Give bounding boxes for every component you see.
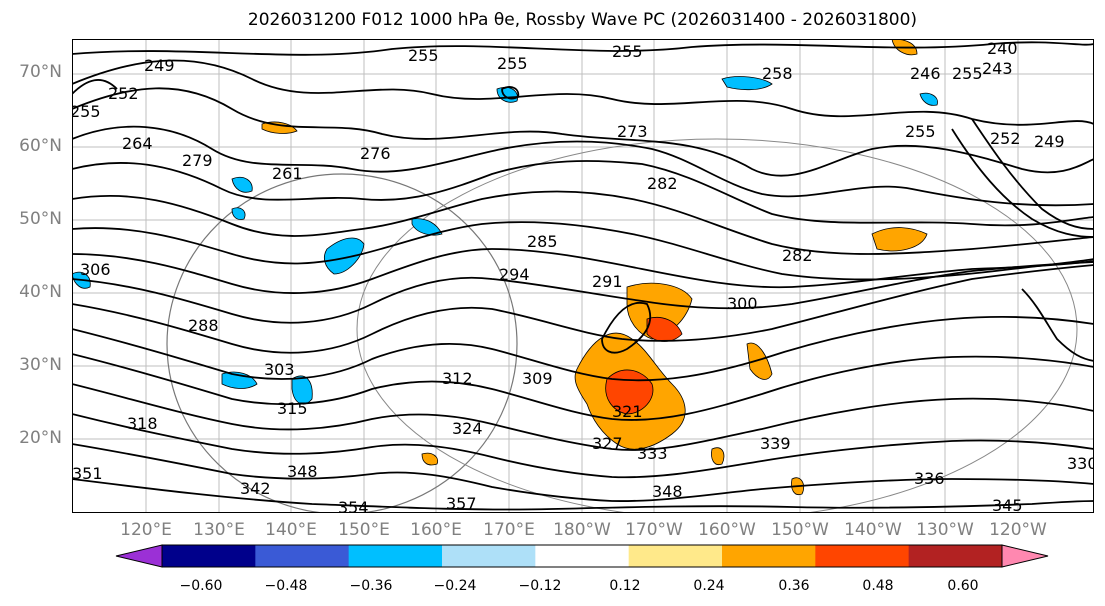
colorbar-bin — [628, 545, 723, 567]
contour-label: 255 — [905, 122, 936, 141]
lat-label-40n: 40°N — [19, 282, 62, 302]
contour-label: 282 — [782, 246, 813, 265]
contour-label: 348 — [652, 482, 683, 501]
colorbar-bin — [348, 545, 443, 567]
contour-label: 306 — [80, 260, 111, 279]
lat-label-70n: 70°N — [19, 62, 62, 82]
colorbar-bin — [535, 545, 630, 567]
contour-label: 336 — [914, 469, 945, 488]
colorbar-bin — [815, 545, 910, 567]
contour-label: 258 — [762, 64, 793, 83]
colorbar-tick-label: 0.24 — [693, 578, 725, 594]
lon-label-180w: 180°W — [553, 520, 611, 540]
contour-label: 312 — [442, 369, 473, 388]
contour-label: 285 — [527, 232, 558, 251]
colorbar-tick-label: 0.12 — [609, 578, 641, 594]
contour-label: 252 — [990, 129, 1021, 148]
contour-label: 255 — [408, 46, 439, 65]
colorbar-tick-label: 0.60 — [947, 578, 979, 594]
lon-label-160w: 160°W — [698, 520, 756, 540]
lon-label-160e: 160°E — [410, 520, 462, 540]
colorbar-tick-label: −0.36 — [349, 578, 393, 594]
contour-label: 354 — [338, 498, 369, 513]
contour-label: 315 — [277, 399, 308, 418]
contour-label: 240 — [987, 39, 1018, 58]
lon-label-150w: 150°W — [771, 520, 829, 540]
contour-label: 255 — [612, 42, 643, 61]
contour-label: 246 — [910, 64, 941, 83]
contour-label: 327 — [592, 434, 623, 453]
colorbar-bin — [908, 545, 1003, 567]
lon-label-150e: 150°E — [338, 520, 390, 540]
contour-label: 243 — [982, 59, 1013, 78]
lat-label-50n: 50°N — [19, 209, 62, 229]
map-frame — [72, 39, 1094, 513]
contour-label: 252 — [108, 84, 139, 103]
contour-label: 255 — [497, 54, 528, 73]
positive-anomaly-shading — [261, 39, 928, 496]
lon-label-120e: 120°E — [120, 520, 172, 540]
contour-label: 288 — [188, 316, 219, 335]
contour-label: 255 — [72, 102, 101, 121]
lon-label-170e: 170°E — [483, 520, 535, 540]
colorbar-tick-label: −0.60 — [179, 578, 223, 594]
contour-label: 309 — [522, 369, 553, 388]
colorbar-tick-label: 0.48 — [862, 578, 894, 594]
contour-label: 351 — [72, 464, 103, 483]
contour-label: 330 — [1067, 454, 1094, 473]
contour-label: 324 — [452, 419, 483, 438]
lat-label-60n: 60°N — [19, 136, 62, 156]
colorbar-bin — [722, 545, 816, 567]
lon-label-130w: 130°W — [916, 520, 974, 540]
theta-e-contours — [72, 41, 1094, 511]
lon-label-170w: 170°W — [625, 520, 683, 540]
contour-label: 318 — [127, 414, 158, 433]
colorbar — [115, 544, 1049, 568]
map-title: 2026031200 F012 1000 hPa θe, Rossby Wave… — [247, 10, 918, 30]
map-background — [72, 39, 1094, 513]
colorbar-extend-max — [1001, 544, 1049, 568]
lon-label-120w: 120°W — [989, 520, 1047, 540]
contour-label: 249 — [144, 56, 175, 75]
lon-label-140w: 140°W — [844, 520, 902, 540]
contour-label: 291 — [592, 272, 623, 291]
contour-label: 273 — [617, 122, 648, 141]
contour-label: 282 — [647, 174, 678, 193]
colorbar-tick-label: −0.48 — [264, 578, 308, 594]
map-panel: 255 255 255 249 252 255 264 279 261 276 … — [72, 39, 1094, 513]
colorbar-frame — [161, 544, 1003, 568]
contour-label: 345 — [992, 496, 1023, 513]
lat-label-30n: 30°N — [19, 355, 62, 375]
contour-label: 294 — [499, 265, 530, 284]
contour-label: 348 — [287, 462, 318, 481]
contour-label: 357 — [446, 494, 477, 513]
contour-label: 303 — [264, 360, 295, 379]
colorbar-extend-min — [115, 544, 163, 568]
range-circle — [166, 173, 518, 513]
colorbar-bin — [255, 545, 350, 567]
lon-label-130e: 130°E — [193, 520, 245, 540]
contour-label: 255 — [952, 64, 983, 83]
contour-label: 249 — [1034, 132, 1065, 151]
contour-label: 339 — [760, 434, 791, 453]
colorbar-tick-label: 0.36 — [778, 578, 810, 594]
graticule — [72, 39, 1094, 513]
colorbar-tick-label: −0.24 — [433, 578, 477, 594]
lon-label-140e: 140°E — [265, 520, 317, 540]
contour-label: 264 — [122, 134, 153, 153]
contour-label: 276 — [360, 144, 391, 163]
contour-labels: 255 255 255 249 252 255 264 279 261 276 … — [72, 39, 1094, 513]
colorbar-bin — [442, 545, 536, 567]
contour-label: 333 — [637, 444, 668, 463]
contour-label: 300 — [727, 294, 758, 313]
range-circle-outer — [356, 138, 1078, 513]
contour-label: 261 — [272, 164, 303, 183]
colorbar-bin — [162, 545, 256, 567]
contour-label: 342 — [240, 479, 271, 498]
colorbar-tick-label: −0.12 — [518, 578, 562, 594]
contour-label: 279 — [182, 151, 213, 170]
contour-label: 321 — [612, 402, 643, 421]
lat-label-20n: 20°N — [19, 428, 62, 448]
